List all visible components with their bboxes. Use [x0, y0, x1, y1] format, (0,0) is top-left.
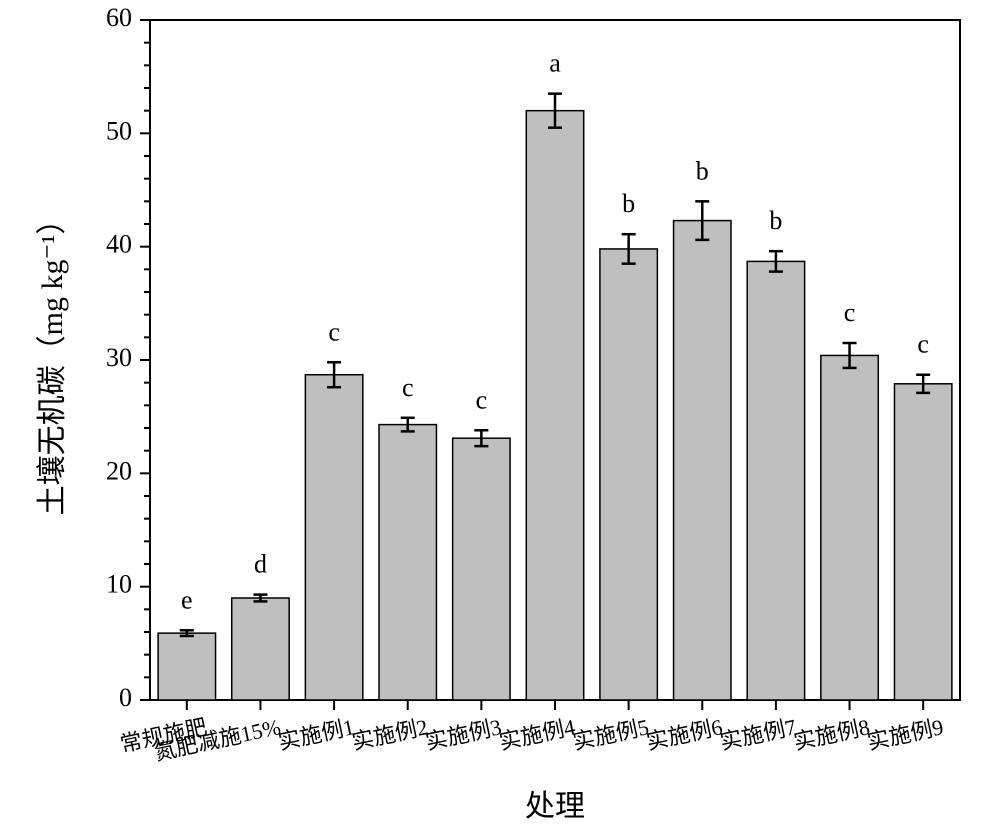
bar	[453, 438, 510, 700]
bar	[232, 598, 289, 700]
significance-label: c	[402, 373, 414, 402]
y-tick-label: 60	[106, 3, 132, 32]
significance-label: b	[769, 206, 782, 235]
y-tick-label: 0	[119, 683, 132, 712]
y-axis-title: 土壤无机碳（mg kg⁻¹）	[36, 205, 69, 516]
x-category-label: 实施例9	[865, 714, 946, 754]
x-category-label: 实施例1	[276, 714, 357, 754]
significance-label: c	[328, 317, 340, 346]
bar	[158, 633, 215, 700]
x-category-label: 实施例7	[718, 714, 799, 754]
y-tick-label: 40	[106, 230, 132, 259]
bar	[747, 261, 804, 700]
y-tick-label: 50	[106, 116, 132, 145]
significance-label: c	[476, 385, 488, 414]
x-category-label: 实施例6	[644, 714, 725, 754]
y-tick-label: 10	[106, 570, 132, 599]
bar	[526, 111, 583, 700]
x-category-label: 实施例5	[570, 714, 651, 754]
y-tick-label: 20	[106, 456, 132, 485]
significance-label: e	[181, 585, 193, 614]
x-category-label: 实施例2	[350, 714, 431, 754]
x-category-label: 实施例3	[423, 714, 504, 754]
bar	[821, 355, 878, 700]
bar	[305, 375, 362, 700]
significance-label: d	[254, 550, 267, 579]
x-category-label: 实施例8	[791, 714, 872, 754]
y-tick-label: 30	[106, 343, 132, 372]
bar	[894, 384, 951, 700]
bar	[674, 221, 731, 700]
significance-label: c	[844, 298, 856, 327]
significance-label: a	[549, 49, 561, 78]
x-category-label: 实施例4	[497, 714, 578, 754]
x-axis-title: 处理	[525, 790, 585, 823]
significance-label: b	[696, 156, 709, 185]
significance-label: c	[917, 330, 929, 359]
bar	[600, 249, 657, 700]
bar	[379, 425, 436, 700]
chart-container: 0102030405060土壤无机碳（mg kg⁻¹）e常规施肥d氮肥减施15%…	[0, 0, 1000, 832]
bar-chart: 0102030405060土壤无机碳（mg kg⁻¹）e常规施肥d氮肥减施15%…	[0, 0, 1000, 832]
significance-label: b	[622, 189, 635, 218]
